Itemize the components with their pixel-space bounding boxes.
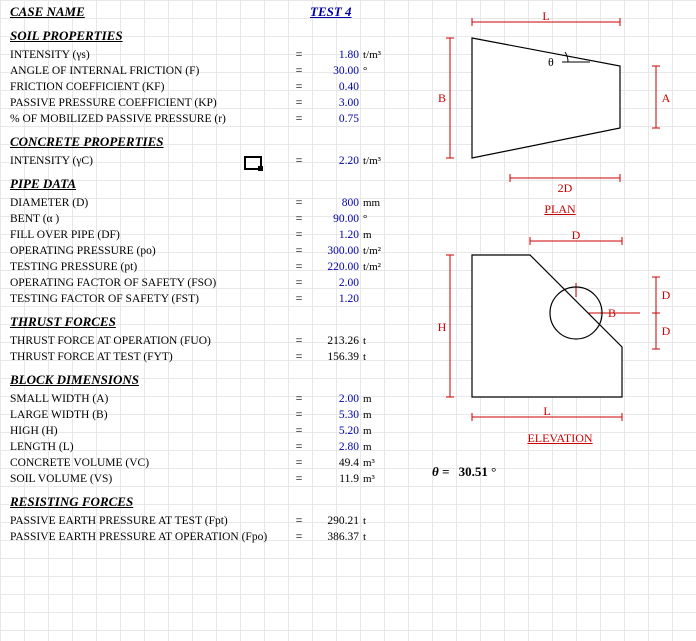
svg-text:A: A [662, 91, 671, 105]
table-row: DIAMETER (D)=800mm [10, 194, 422, 210]
svg-text:D: D [662, 324, 671, 338]
elevation-diagram: D H D D L B [430, 227, 680, 427]
table-row: CONCRETE VOLUME (VC)=49.4m³ [10, 454, 422, 470]
elevation-label: ELEVATION [430, 431, 690, 446]
case-name-value[interactable]: TEST 4 [310, 4, 352, 20]
table-row: SMALL WIDTH (A)=2.00m [10, 390, 422, 406]
svg-text:B: B [608, 306, 616, 320]
svg-text:D: D [662, 288, 671, 302]
block-heading: BLOCK DIMENSIONS [10, 372, 422, 388]
table-row: PASSIVE PRESSURE COEFFICIENT (KP)=3.00 [10, 94, 422, 110]
soil-heading: SOIL PROPERTIES [10, 28, 422, 44]
svg-text:D: D [572, 228, 581, 242]
table-row: TESTING FACTOR OF SAFETY (FST)=1.20 [10, 290, 422, 306]
soil-rows: INTENSITY (γs)=1.80t/m³ ANGLE OF INTERNA… [10, 46, 422, 126]
right-column: L B A 2D θ PLAN D H D [430, 0, 690, 548]
case-name-label: CASE NAME [10, 4, 310, 20]
svg-text:L: L [543, 404, 550, 418]
table-row: TESTING PRESSURE (pt)=220.00t/m² [10, 258, 422, 274]
resist-heading: RESISTING FORCES [10, 494, 422, 510]
table-row: FRICTION COEFFICIENT (KF)=0.40 [10, 78, 422, 94]
table-row: OPERATING FACTOR OF SAFETY (FSO)=2.00 [10, 274, 422, 290]
table-row: THRUST FORCE AT OPERATION (FUO)=213.26t [10, 332, 422, 348]
table-row: ANGLE OF INTERNAL FRICTION (F)=30.00° [10, 62, 422, 78]
thrust-heading: THRUST FORCES [10, 314, 422, 330]
pipe-heading: PIPE DATA [10, 176, 422, 192]
theta-row: θ = 30.51 ° [432, 464, 690, 480]
table-row: PASSIVE EARTH PRESSURE AT TEST (Fpt)=290… [10, 512, 422, 528]
svg-text:θ: θ [548, 55, 554, 69]
table-row: HIGH (H)=5.20m [10, 422, 422, 438]
table-row: SOIL VOLUME (VS)=11.9m³ [10, 470, 422, 486]
table-row: OPERATING PRESSURE (po)=300.00t/m² [10, 242, 422, 258]
table-row: LARGE WIDTH (B)=5.30m [10, 406, 422, 422]
svg-text:2D: 2D [558, 181, 573, 195]
fill-handle[interactable] [258, 166, 263, 171]
table-row: INTENSITY (γC)=2.20t/m³ [10, 152, 422, 168]
table-row: INTENSITY (γs)=1.80t/m³ [10, 46, 422, 62]
header-row: CASE NAME TEST 4 [10, 4, 422, 20]
concrete-heading: CONCRETE PROPERTIES [10, 134, 422, 150]
table-row: THRUST FORCE AT TEST (FYT)=156.39t [10, 348, 422, 364]
cell-selection[interactable] [244, 156, 262, 170]
table-row: BENT (α )=90.00° [10, 210, 422, 226]
table-row: FILL OVER PIPE (DF)=1.20m [10, 226, 422, 242]
plan-diagram: L B A 2D θ [430, 8, 680, 198]
svg-text:L: L [542, 9, 549, 23]
table-row: % OF MOBILIZED PASSIVE PRESSURE (r)=0.75 [10, 110, 422, 126]
left-column: CASE NAME TEST 4 SOIL PROPERTIES INTENSI… [0, 0, 430, 548]
plan-label: PLAN [430, 202, 690, 217]
table-row: LENGTH (L)=2.80m [10, 438, 422, 454]
svg-text:B: B [438, 91, 446, 105]
table-row: PASSIVE EARTH PRESSURE AT OPERATION (Fpo… [10, 528, 422, 544]
svg-text:H: H [438, 320, 447, 334]
